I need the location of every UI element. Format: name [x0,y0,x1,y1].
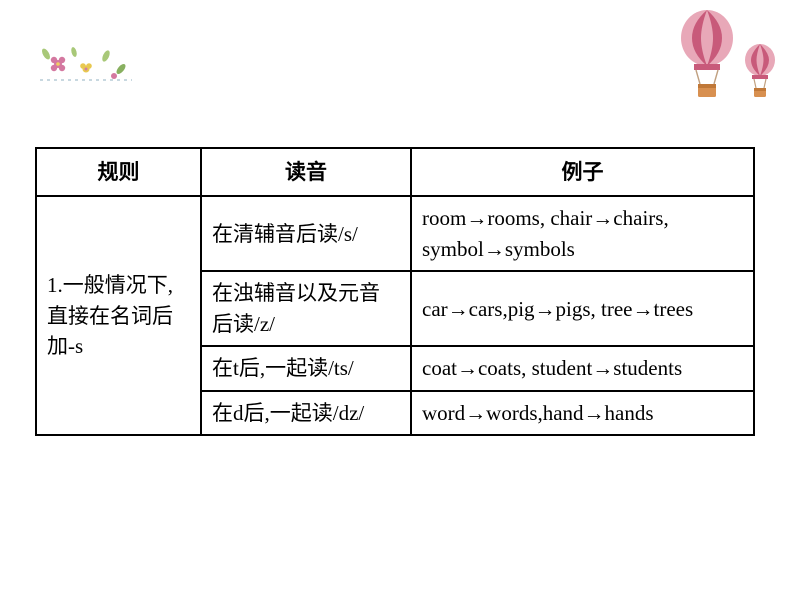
example-cell: room→rooms, chair→chairs, symbol→symbols [411,196,754,271]
pron-cell: 在清辅音后读/s/ [201,196,411,271]
table-header-row: 规则 读音 例子 [36,148,754,196]
example-cell: coat→coats, student→students [411,346,754,390]
pron-cell: 在浊辅音以及元音后读/z/ [201,271,411,346]
grammar-table: 规则 读音 例子 1.一般情况下,直接在名词后加-s 在清辅音后读/s/ roo… [35,147,755,436]
decor-flowers-left [36,44,136,84]
noun-plural-table: 规则 读音 例子 1.一般情况下,直接在名词后加-s 在清辅音后读/s/ roo… [35,147,755,436]
header-example: 例子 [411,148,754,196]
header-rule: 规则 [36,148,201,196]
rule-cell: 1.一般情况下,直接在名词后加-s [36,196,201,435]
pron-cell: 在t后,一起读/ts/ [201,346,411,390]
example-cell: word→words,hand→hands [411,391,754,435]
decor-balloons-right [652,8,782,108]
pron-cell: 在d后,一起读/dz/ [201,391,411,435]
example-cell: car→cars,pig→pigs, tree→trees [411,271,754,346]
header-pronunciation: 读音 [201,148,411,196]
table-row: 1.一般情况下,直接在名词后加-s 在清辅音后读/s/ room→rooms, … [36,196,754,271]
